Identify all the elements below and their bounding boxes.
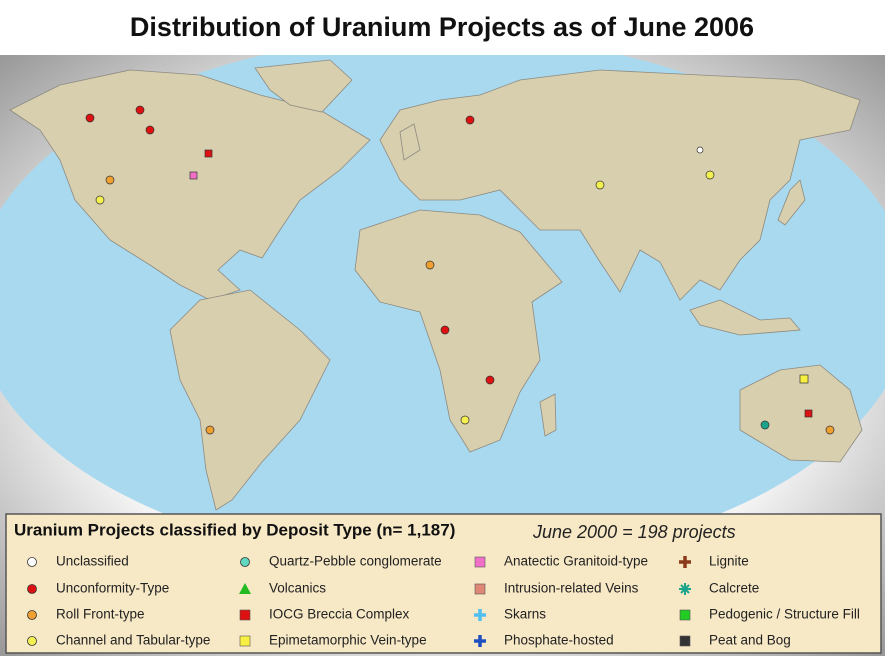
marker (760, 420, 770, 430)
marker (465, 115, 475, 125)
legend-label: Unclassified (56, 554, 129, 569)
australia (739, 364, 863, 463)
marker (189, 171, 198, 180)
legend-symbol (240, 557, 250, 567)
south-america (169, 289, 331, 511)
marker (440, 325, 450, 335)
legend-symbol (679, 609, 691, 621)
legend-symbol (239, 635, 251, 647)
legend-label: Unconformity-Type (56, 581, 169, 596)
marker (799, 374, 809, 384)
project-markers (85, 105, 835, 435)
greenland (254, 59, 353, 113)
legend-symbol (474, 583, 486, 595)
marker (135, 105, 145, 115)
marker (204, 149, 213, 158)
legend-symbol (27, 557, 37, 567)
legend-symbol (474, 609, 486, 621)
legend-symbol (27, 636, 37, 646)
marker (460, 415, 470, 425)
legend-label: Pedogenic / Structure Fill (709, 607, 860, 622)
north-america (9, 69, 371, 301)
legend-symbol (679, 556, 691, 568)
eurasia (379, 69, 861, 301)
legend-note: June 2000 = 198 projects (532, 522, 736, 542)
legend-symbol (27, 584, 37, 594)
marker (825, 425, 835, 435)
legend-symbol (27, 610, 37, 620)
marker (696, 146, 704, 154)
legend-symbol (239, 609, 251, 621)
marker (705, 170, 715, 180)
legend-label: Roll Front-type (56, 607, 145, 622)
legend-label: Intrusion-related Veins (504, 581, 639, 596)
legend-label: Channel and Tabular-type (56, 633, 210, 648)
madagascar (539, 393, 557, 437)
legend-label: Epimetamorphic Vein-type (269, 633, 427, 648)
britain (399, 123, 421, 161)
marker (145, 125, 155, 135)
legend-label: Skarns (504, 607, 546, 622)
legend-label: Volcanics (269, 581, 326, 596)
legend-label: IOCG Breccia Complex (269, 607, 410, 622)
africa (354, 209, 563, 453)
marker (804, 409, 813, 418)
marker (205, 425, 215, 435)
legend-symbol (679, 635, 691, 647)
legend-items: Unclassified Unconformity-Type Roll Front-… (27, 554, 860, 648)
continents (9, 59, 863, 511)
legend-label: Phosphate-hosted (504, 633, 614, 648)
legend-label: Peat and Bog (709, 633, 791, 648)
legend-title: Uranium Projects classified by Deposit T… (14, 520, 455, 539)
legend-label: Lignite (709, 554, 749, 569)
legend-label: Quartz-Pebble conglomerate (269, 554, 442, 569)
legend-symbol (239, 583, 251, 594)
legend-label: Anatectic Granitoid-type (504, 554, 648, 569)
marker (105, 175, 115, 185)
japan (777, 179, 806, 226)
legend-box (5, 513, 882, 654)
marker (95, 195, 105, 205)
marker (485, 375, 495, 385)
title-bar (0, 0, 885, 55)
legend-symbol (474, 635, 486, 647)
marker (85, 113, 95, 123)
marker (425, 260, 435, 270)
map-title: Distribution of Uranium Projects as of J… (130, 12, 754, 42)
indonesia (689, 299, 801, 336)
legend-label: Calcrete (709, 581, 759, 596)
legend-symbol (679, 583, 691, 595)
legend-symbol (474, 556, 486, 568)
marker (595, 180, 605, 190)
